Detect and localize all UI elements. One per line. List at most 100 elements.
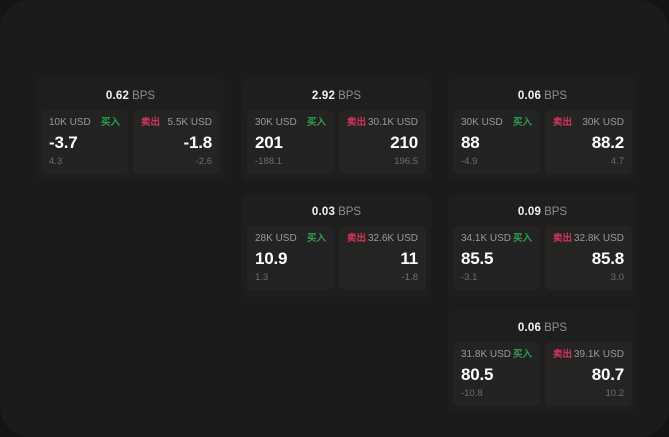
buy-price: 88	[461, 132, 480, 152]
sell-action-label: 卖出	[347, 117, 367, 129]
buy-action-label: 买入	[512, 233, 532, 245]
buy-delta: -3.1	[461, 271, 478, 283]
sell-panel[interactable]: 卖出 30K USD 88.2 4.7	[545, 110, 632, 174]
spread-card[interactable]: 2.92 BPS 30K USD 买入 201 -188.1 卖出 30.1K USD 210 1…	[242, 78, 431, 181]
card-body: 30K USD 买入 201 -188.1 卖出 30.1K USD 210 196.5	[247, 110, 426, 174]
card-header: 0.06 BPS	[453, 316, 632, 342]
buy-size: 30K USD	[461, 117, 503, 128]
buy-price: 85.5	[461, 248, 494, 268]
bps-unit-label: BPS	[132, 90, 156, 102]
buy-panel-header: 31.8K USD 买入	[461, 350, 532, 360]
sell-delta: 4.7	[610, 155, 624, 167]
sell-price: 85.8	[591, 248, 624, 268]
bps-value: 2.92	[311, 90, 336, 102]
sell-panel[interactable]: 卖出 39.1K USD 80.7 10.2	[545, 342, 632, 406]
buy-panel[interactable]: 34.1K USD 买入 85.5 -3.1	[453, 226, 540, 290]
sell-size: 30K USD	[582, 117, 624, 128]
column-3: 0.06 BPS 30K USD 买入 88 -4.9 卖出 30K USD 88.2 4.7 0.…	[448, 78, 637, 413]
spread-card[interactable]: 0.03 BPS 28K USD 买入 10.9 1.3 卖出 32.6K USD 11 -1.8	[242, 194, 431, 297]
column-2: 2.92 BPS 30K USD 买入 201 -188.1 卖出 30.1K USD 210 1…	[242, 78, 431, 297]
card-body: 28K USD 买入 10.9 1.3 卖出 32.6K USD 11 -1.8	[247, 226, 426, 290]
card-body: 34.1K USD 买入 85.5 -3.1 卖出 32.8K USD 85.8 3.0	[453, 226, 632, 290]
sell-action-label: 卖出	[347, 233, 367, 245]
bps-value: 0.62	[105, 90, 130, 102]
buy-panel[interactable]: 30K USD 买入 201 -188.1	[247, 110, 334, 174]
sell-delta: -1.8	[401, 271, 418, 283]
bps-unit-label: BPS	[338, 206, 362, 218]
sell-action-label: 卖出	[553, 117, 573, 129]
buy-panel-header: 30K USD 买入	[461, 118, 532, 128]
buy-panel-header: 34.1K USD 买入	[461, 234, 532, 244]
card-header: 0.62 BPS	[41, 84, 220, 110]
buy-size: 30K USD	[255, 117, 297, 128]
buy-price: 80.5	[461, 364, 494, 384]
sell-panel-header: 卖出 30K USD	[553, 118, 624, 128]
bps-unit-label: BPS	[544, 206, 568, 218]
buy-panel[interactable]: 31.8K USD 买入 80.5 -10.8	[453, 342, 540, 406]
sell-action-label: 卖出	[141, 117, 161, 129]
bps-unit-label: BPS	[544, 322, 568, 334]
card-body: 10K USD 买入 -3.7 4.3 卖出 5.5K USD -1.8 -2.6	[41, 110, 220, 174]
buy-size: 10K USD	[49, 117, 91, 128]
sell-panel-header: 卖出 30.1K USD	[347, 118, 418, 128]
buy-size: 28K USD	[255, 233, 297, 244]
buy-price: 10.9	[255, 248, 288, 268]
buy-delta: -188.1	[255, 155, 282, 167]
bps-value: 0.03	[311, 206, 336, 218]
sell-panel[interactable]: 卖出 5.5K USD -1.8 -2.6	[133, 110, 220, 174]
buy-action-label: 买入	[306, 117, 326, 129]
buy-size: 34.1K USD	[461, 233, 512, 244]
sell-panel-header: 卖出 39.1K USD	[553, 350, 624, 360]
sell-price: -1.8	[183, 132, 213, 152]
sell-price: 210	[390, 132, 418, 152]
spread-card-board: 0.62 BPS 10K USD 买入 -3.7 4.3 卖出 5.5K USD -1.8 -2.…	[36, 78, 638, 413]
sell-price: 88.2	[591, 132, 624, 152]
spread-card[interactable]: 0.06 BPS 30K USD 买入 88 -4.9 卖出 30K USD 88.2 4.7	[448, 78, 637, 181]
sell-delta: 196.5	[394, 155, 418, 167]
sell-panel[interactable]: 卖出 32.6K USD 11 -1.8	[339, 226, 426, 290]
sell-delta: -2.6	[195, 155, 212, 167]
sell-size: 32.6K USD	[367, 233, 418, 244]
sell-panel[interactable]: 卖出 30.1K USD 210 196.5	[339, 110, 426, 174]
bps-value: 0.09	[517, 206, 542, 218]
bps-value: 0.06	[517, 90, 542, 102]
buy-delta: -4.9	[461, 155, 478, 167]
card-header: 0.03 BPS	[247, 200, 426, 226]
sell-price: 80.7	[591, 364, 624, 384]
buy-action-label: 买入	[100, 117, 120, 129]
buy-price: 201	[255, 132, 283, 152]
card-header: 0.06 BPS	[453, 84, 632, 110]
buy-action-label: 买入	[512, 117, 532, 129]
buy-panel[interactable]: 30K USD 买入 88 -4.9	[453, 110, 540, 174]
sell-panel-header: 卖出 5.5K USD	[141, 118, 212, 128]
card-header: 2.92 BPS	[247, 84, 426, 110]
sell-delta: 3.0	[610, 271, 624, 283]
buy-size: 31.8K USD	[461, 349, 512, 360]
card-header: 0.09 BPS	[453, 200, 632, 226]
spread-card[interactable]: 0.06 BPS 31.8K USD 买入 80.5 -10.8 卖出 39.1K USD 80…	[448, 310, 637, 413]
buy-panel-header: 30K USD 买入	[255, 118, 326, 128]
spread-card[interactable]: 0.62 BPS 10K USD 买入 -3.7 4.3 卖出 5.5K USD -1.8 -2.…	[36, 78, 225, 181]
bps-unit-label: BPS	[338, 90, 362, 102]
bps-unit-label: BPS	[544, 90, 568, 102]
sell-size: 39.1K USD	[573, 349, 624, 360]
buy-action-label: 买入	[512, 349, 532, 361]
card-body: 30K USD 买入 88 -4.9 卖出 30K USD 88.2 4.7	[453, 110, 632, 174]
spread-card[interactable]: 0.09 BPS 34.1K USD 买入 85.5 -3.1 卖出 32.8K USD 85.…	[448, 194, 637, 297]
buy-delta: -10.8	[461, 387, 483, 399]
sell-price: 11	[400, 248, 418, 268]
sell-panel-header: 卖出 32.8K USD	[553, 234, 624, 244]
sell-size: 30.1K USD	[367, 117, 418, 128]
sell-panel-header: 卖出 32.6K USD	[347, 234, 418, 244]
bps-value: 0.06	[517, 322, 542, 334]
sell-action-label: 卖出	[553, 349, 573, 361]
buy-panel[interactable]: 10K USD 买入 -3.7 4.3	[41, 110, 128, 174]
buy-panel-header: 10K USD 买入	[49, 118, 120, 128]
buy-panel[interactable]: 28K USD 买入 10.9 1.3	[247, 226, 334, 290]
sell-panel[interactable]: 卖出 32.8K USD 85.8 3.0	[545, 226, 632, 290]
buy-price: -3.7	[49, 132, 78, 152]
card-body: 31.8K USD 买入 80.5 -10.8 卖出 39.1K USD 80.7 10.2	[453, 342, 632, 406]
buy-delta: 4.3	[49, 155, 63, 167]
sell-size: 32.8K USD	[573, 233, 624, 244]
